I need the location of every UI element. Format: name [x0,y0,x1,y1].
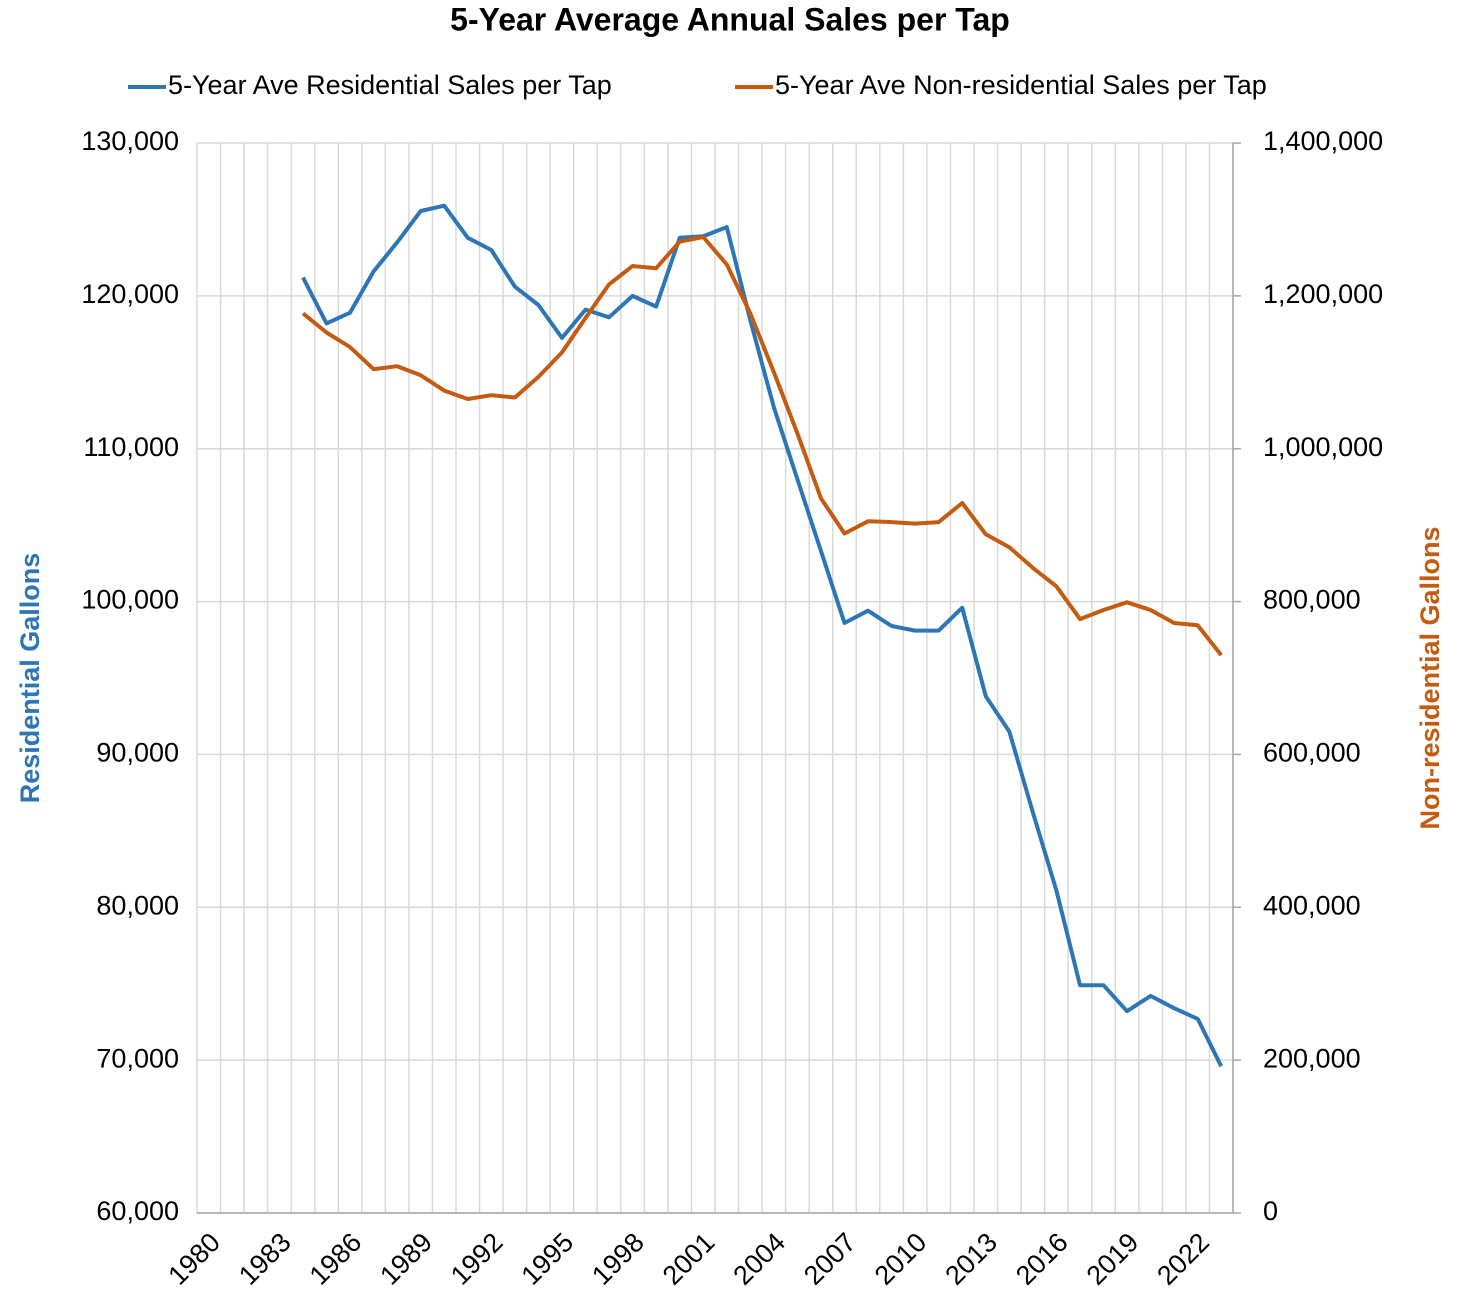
y-tick-label: 130,000 [81,126,179,156]
y2-tick-label: 400,000 [1263,890,1361,920]
x-tick-label: 1980 [162,1227,226,1291]
y2-axis-title: Non-residential Gallons [1415,526,1445,829]
x-tick-label: 2001 [657,1227,721,1291]
y2-tick-label: 1,400,000 [1263,126,1383,156]
y2-tick-label: 600,000 [1263,738,1361,768]
x-tick-label: 1983 [233,1227,297,1291]
x-tick-label: 2016 [1010,1227,1074,1291]
y-tick-label: 110,000 [83,432,179,462]
y-tick-label: 90,000 [96,738,179,768]
legend-label: 5-Year Ave Non-residential Sales per Tap [775,70,1267,100]
y2-tick-label: 1,200,000 [1263,279,1383,309]
y2-tick-label: 200,000 [1263,1043,1361,1073]
x-tick-label: 2019 [1081,1227,1145,1291]
x-tick-label: 1998 [586,1227,650,1291]
series-line [301,235,1223,657]
x-tick-label: 2022 [1151,1227,1215,1291]
y2-tick-label: 800,000 [1263,585,1361,615]
x-tick-label: 1992 [445,1227,509,1291]
x-tick-label: 2004 [727,1227,791,1291]
legend-label: 5-Year Ave Residential Sales per Tap [168,70,612,100]
chart-title: 5-Year Average Annual Sales per Tap [450,1,1010,37]
y-tick-label: 100,000 [81,585,179,615]
y-axis-title: Residential Gallons [15,553,45,804]
x-tick-label: 1989 [374,1227,438,1291]
y-tick-label: 70,000 [96,1043,179,1073]
y2-tick-label: 1,000,000 [1263,432,1383,462]
y-tick-label: 80,000 [96,890,179,920]
y-tick-label: 60,000 [96,1196,179,1226]
series-line [301,203,1223,1068]
x-tick-label: 2007 [798,1227,862,1291]
x-tick-label: 1995 [516,1227,580,1291]
x-tick-label: 1986 [304,1227,368,1291]
x-tick-label: 2013 [939,1227,1003,1291]
y2-tick-label: 0 [1263,1196,1278,1226]
y-tick-label: 120,000 [81,279,179,309]
x-tick-label: 2010 [869,1227,933,1291]
